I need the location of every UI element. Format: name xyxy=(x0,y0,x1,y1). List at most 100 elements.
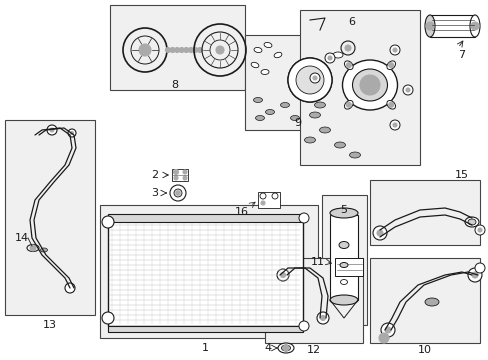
Circle shape xyxy=(346,63,350,68)
Ellipse shape xyxy=(280,103,289,108)
Circle shape xyxy=(471,272,477,278)
Bar xyxy=(321,195,366,325)
Ellipse shape xyxy=(273,53,282,58)
Circle shape xyxy=(271,193,278,199)
Ellipse shape xyxy=(304,137,315,143)
Ellipse shape xyxy=(319,127,330,133)
Bar xyxy=(244,35,354,130)
Ellipse shape xyxy=(329,295,357,305)
Text: 12: 12 xyxy=(306,345,321,355)
Circle shape xyxy=(179,48,184,53)
Circle shape xyxy=(47,125,57,135)
Bar xyxy=(264,258,362,343)
Ellipse shape xyxy=(264,42,271,48)
Ellipse shape xyxy=(339,262,347,267)
Circle shape xyxy=(170,185,185,201)
Circle shape xyxy=(372,226,386,240)
Text: 3: 3 xyxy=(151,188,158,198)
Ellipse shape xyxy=(265,109,274,114)
Ellipse shape xyxy=(338,242,348,248)
Bar xyxy=(429,15,474,37)
Text: 15: 15 xyxy=(454,170,468,180)
Circle shape xyxy=(474,263,484,273)
Circle shape xyxy=(193,48,198,53)
Circle shape xyxy=(70,131,73,135)
Bar xyxy=(172,169,187,181)
Circle shape xyxy=(298,213,308,223)
Ellipse shape xyxy=(314,102,325,108)
Ellipse shape xyxy=(251,62,258,68)
Circle shape xyxy=(405,88,409,92)
Circle shape xyxy=(174,189,182,197)
Ellipse shape xyxy=(340,279,347,284)
Circle shape xyxy=(170,48,175,53)
Circle shape xyxy=(402,85,412,95)
Circle shape xyxy=(474,225,484,235)
Ellipse shape xyxy=(467,219,475,225)
Ellipse shape xyxy=(278,343,293,353)
Bar xyxy=(369,180,479,245)
Circle shape xyxy=(176,191,180,195)
Text: 14: 14 xyxy=(15,233,29,243)
Circle shape xyxy=(216,46,224,54)
Circle shape xyxy=(276,269,288,281)
Ellipse shape xyxy=(253,98,262,103)
Circle shape xyxy=(316,312,328,324)
Circle shape xyxy=(173,170,178,175)
Ellipse shape xyxy=(281,345,290,351)
Bar xyxy=(5,120,95,315)
Text: 11: 11 xyxy=(310,257,325,267)
Ellipse shape xyxy=(344,61,352,69)
Circle shape xyxy=(102,312,114,324)
Circle shape xyxy=(345,45,350,51)
Text: 5: 5 xyxy=(340,205,347,215)
Bar xyxy=(334,258,362,276)
Circle shape xyxy=(376,230,382,236)
Circle shape xyxy=(280,273,285,278)
Circle shape xyxy=(102,216,114,228)
Circle shape xyxy=(139,44,151,56)
Circle shape xyxy=(30,245,36,251)
Ellipse shape xyxy=(27,244,39,252)
Bar xyxy=(258,192,280,208)
Circle shape xyxy=(183,176,186,180)
Bar xyxy=(369,258,479,343)
Ellipse shape xyxy=(255,116,264,121)
Ellipse shape xyxy=(329,208,357,218)
Ellipse shape xyxy=(469,15,479,37)
Circle shape xyxy=(389,45,399,55)
Circle shape xyxy=(425,22,433,30)
Circle shape xyxy=(283,345,288,351)
Circle shape xyxy=(183,48,188,53)
Text: 13: 13 xyxy=(43,320,57,330)
Circle shape xyxy=(188,48,193,53)
Bar xyxy=(100,205,317,338)
Text: 6: 6 xyxy=(348,17,355,27)
Ellipse shape xyxy=(386,100,395,109)
Ellipse shape xyxy=(464,217,478,227)
Circle shape xyxy=(309,73,319,83)
Text: 1: 1 xyxy=(201,343,208,353)
Circle shape xyxy=(359,75,379,95)
Circle shape xyxy=(50,128,54,132)
Bar xyxy=(108,326,303,332)
Text: 4: 4 xyxy=(264,343,271,353)
Circle shape xyxy=(312,76,316,80)
Circle shape xyxy=(68,129,76,137)
Circle shape xyxy=(295,66,324,94)
Circle shape xyxy=(174,176,178,180)
Circle shape xyxy=(384,327,390,333)
Ellipse shape xyxy=(342,60,397,110)
Circle shape xyxy=(389,120,399,130)
Circle shape xyxy=(392,48,396,52)
Ellipse shape xyxy=(254,48,262,53)
Circle shape xyxy=(388,63,393,68)
Circle shape xyxy=(287,58,331,102)
Bar xyxy=(329,215,357,300)
Circle shape xyxy=(183,170,186,174)
Ellipse shape xyxy=(334,142,345,148)
Ellipse shape xyxy=(261,69,268,75)
Circle shape xyxy=(467,268,481,282)
Circle shape xyxy=(298,321,308,331)
Ellipse shape xyxy=(386,61,395,69)
